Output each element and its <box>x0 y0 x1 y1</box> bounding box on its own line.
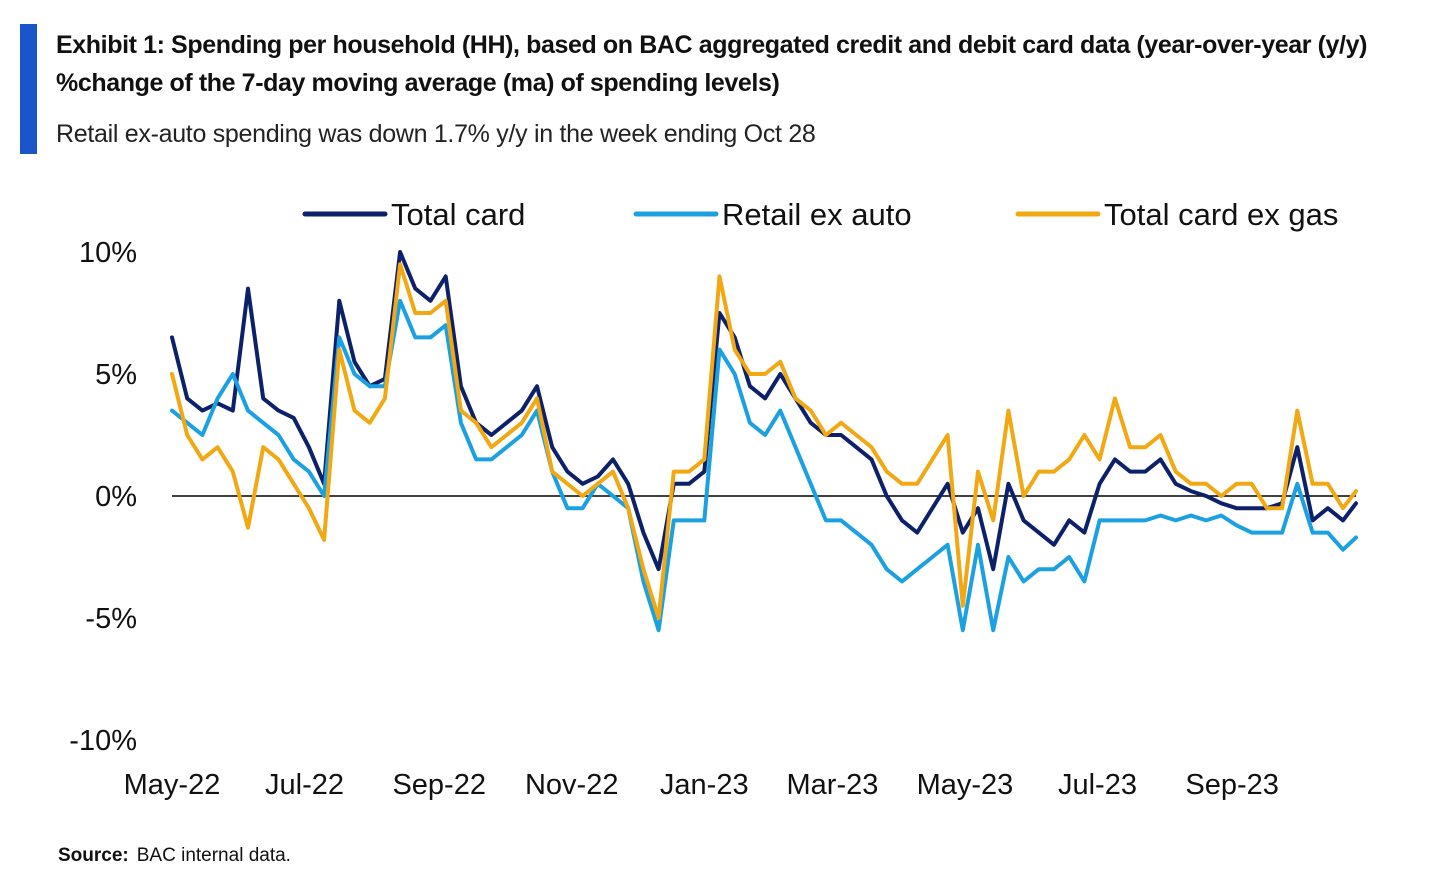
legend-label: Total card <box>391 197 525 232</box>
source-text: BAC internal data. <box>136 845 291 866</box>
x-tick-label: Sep-22 <box>392 769 486 801</box>
x-tick-label: Nov-22 <box>525 769 619 801</box>
chart-subtitle: Retail ex-auto spending was down 1.7% y/… <box>56 120 816 148</box>
y-tick-label: 10% <box>79 237 137 269</box>
x-tick-label: Sep-23 <box>1185 769 1279 801</box>
x-tick-label: May-23 <box>917 769 1014 801</box>
y-tick-label: 0% <box>95 481 137 513</box>
source-note: Source: BAC internal data. <box>58 845 291 867</box>
x-tick-label: Mar-23 <box>787 769 879 801</box>
series-line-retail-ex-auto <box>170 298 1358 633</box>
y-tick-label: -5% <box>85 603 137 635</box>
x-tick-label: Jul-22 <box>265 769 344 801</box>
y-tick-label: -10% <box>69 725 137 757</box>
x-tick-label: Jul-23 <box>1058 769 1137 801</box>
x-tick-label: May-22 <box>124 769 221 801</box>
chart-title: Exhibit 1: Spending per household (HH), … <box>56 31 1367 97</box>
legend-label: Retail ex auto <box>722 197 912 232</box>
line-chart: 10% 5% 0% -5% -10% May-22 Jul-22 Sep-22 Nov-22 Ja… <box>69 197 1358 801</box>
source-label: Source: <box>58 845 129 866</box>
series-line-total-card-ex-gas <box>170 262 1358 620</box>
y-tick-label: 5% <box>95 359 137 391</box>
legend-label: Total card ex gas <box>1104 197 1338 232</box>
x-tick-label: Jan-23 <box>660 769 749 801</box>
accent-bar <box>20 24 37 154</box>
